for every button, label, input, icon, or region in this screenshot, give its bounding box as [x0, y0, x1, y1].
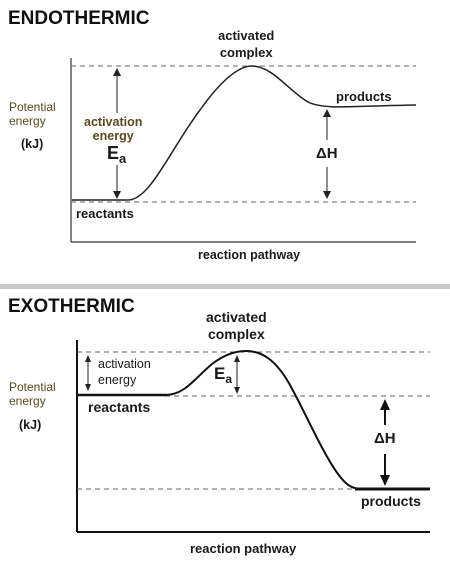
endo-ea-arrowhead-up: [113, 68, 121, 76]
endo-dh-arrowhead-up: [323, 109, 331, 117]
exo-activated-complex-line2: complex: [207, 326, 265, 342]
exothermic-title: EXOTHERMIC: [8, 296, 135, 317]
exo-ea-letter: E: [214, 364, 226, 383]
exo-dh-arrowhead-down: [380, 475, 390, 486]
exo-dh-arrowhead-up: [380, 399, 390, 410]
endo-activated-complex-line1: activated: [218, 28, 275, 43]
exo-y-unit: (kJ): [19, 418, 42, 432]
exo-activation-arrowhead-down: [85, 384, 91, 391]
endo-activation-line1: activation: [84, 115, 143, 129]
exo-reactants-label: reactants: [88, 399, 151, 415]
endo-activation-line2: energy: [92, 129, 134, 143]
endothermic-title: ENDOTHERMIC: [8, 8, 150, 29]
endo-ea-letter: E: [107, 143, 120, 163]
section-divider: [0, 284, 450, 289]
exo-y-label-line1: Potential: [9, 380, 56, 394]
endo-energy-curve: [72, 65, 417, 201]
endo-y-label-line1: Potential: [9, 100, 56, 114]
endo-products-label: products: [336, 89, 392, 104]
endo-ea-symbol: Ea: [107, 143, 126, 166]
endothermic-diagram: [70, 58, 417, 243]
endo-activated-complex-label: activated complex: [218, 27, 274, 61]
endo-ea-subscript: a: [119, 151, 127, 166]
endo-activation-energy-label: activation energy: [84, 115, 142, 143]
exo-delta-h-label: ΔH: [374, 430, 396, 447]
exo-activation-line1: activation: [98, 357, 151, 371]
exo-y-label-line2: energy: [9, 394, 46, 408]
endo-ea-arrowhead-down: [113, 191, 121, 199]
exo-x-axis-label: reaction pathway: [190, 541, 297, 556]
endo-reactants-label: reactants: [76, 206, 134, 221]
exo-ea-symbol: Ea: [214, 364, 232, 386]
exo-products-label: products: [361, 493, 421, 509]
exo-activation-line2: energy: [98, 373, 137, 387]
endo-dh-arrowhead-down: [323, 191, 331, 199]
endo-activated-complex-line2: complex: [219, 45, 273, 60]
exo-activated-complex-label: activated complex: [206, 309, 267, 343]
exo-ea-arrowhead-down: [234, 387, 240, 394]
endo-y-axis-label: Potential energy: [9, 100, 56, 128]
endo-x-axis-label: reaction pathway: [198, 248, 301, 262]
exo-activated-complex-line1: activated: [206, 309, 267, 325]
endo-y-label-line2: energy: [9, 114, 46, 128]
exo-activation-energy-label: activation energy: [98, 356, 151, 388]
exo-ea-arrowhead-up: [234, 355, 240, 362]
exo-ea-subscript: a: [225, 372, 233, 386]
exo-activation-arrowhead-up: [85, 355, 91, 362]
endo-y-unit: (kJ): [21, 137, 44, 151]
endo-delta-h-label: ΔH: [316, 145, 338, 162]
exo-y-axis-label: Potential energy: [9, 380, 56, 408]
